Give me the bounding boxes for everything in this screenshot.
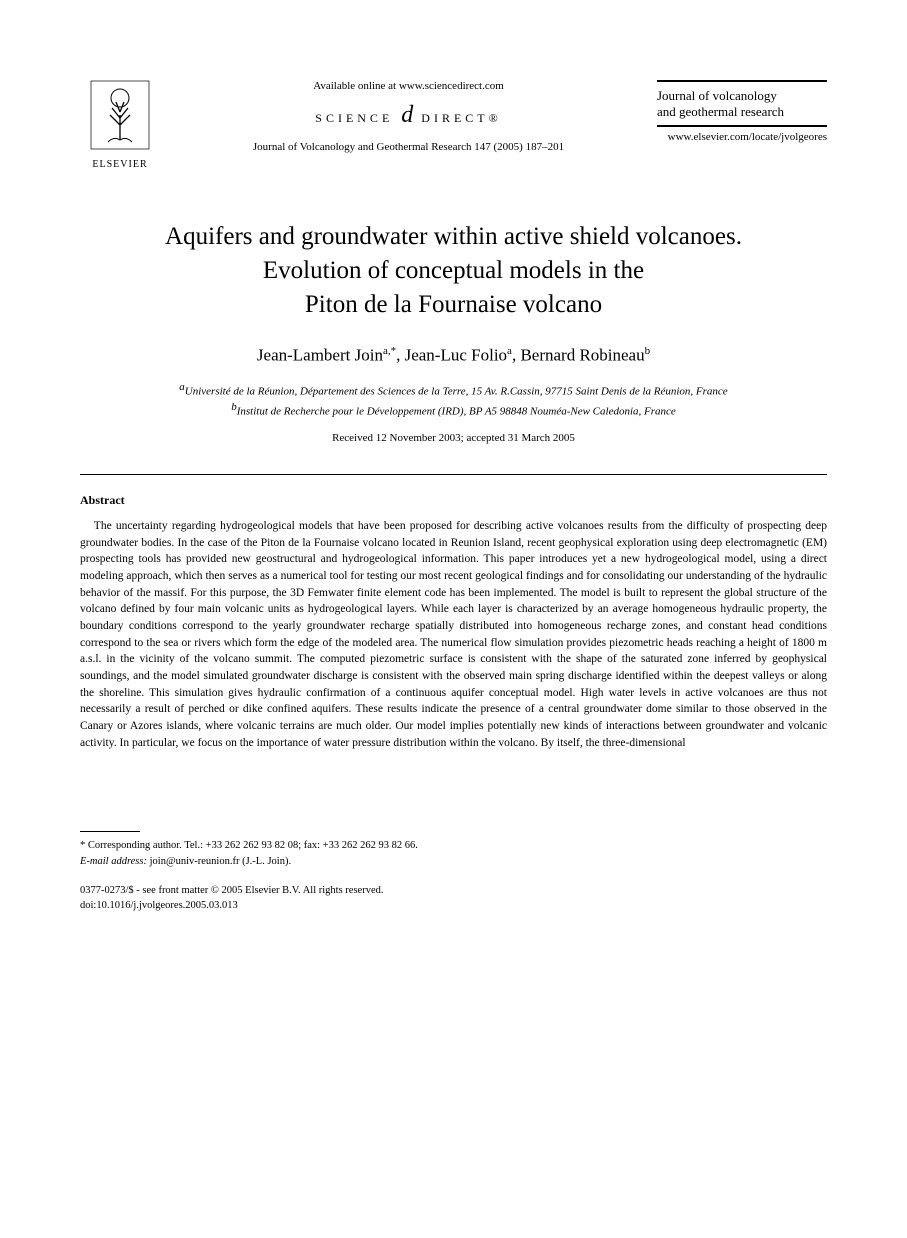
author-2: Jean-Luc Folio bbox=[405, 346, 507, 365]
sd-left: SCIENCE bbox=[315, 111, 393, 125]
journal-title-block: Journal of volcanology and geothermal re… bbox=[657, 80, 827, 127]
affil-b: Institut de Recherche pour le Développem… bbox=[237, 406, 676, 418]
publisher-label: ELSEVIER bbox=[80, 159, 160, 170]
title-line1: Aquifers and groundwater within active s… bbox=[165, 223, 742, 250]
header-row: ELSEVIER Available online at www.science… bbox=[80, 80, 827, 170]
issn-line: 0377-0273/$ - see front matter © 2005 El… bbox=[80, 884, 827, 899]
journal-title-column: Journal of volcanology and geothermal re… bbox=[657, 80, 827, 143]
received-dates: Received 12 November 2003; accepted 31 M… bbox=[80, 432, 827, 444]
author-3: Bernard Robineau bbox=[520, 346, 644, 365]
author-3-sup: b bbox=[645, 345, 651, 357]
article-title: Aquifers and groundwater within active s… bbox=[80, 220, 827, 321]
email-value: join@univ-reunion.fr (J.-L. Join). bbox=[150, 856, 291, 867]
sd-right: DIRECT® bbox=[421, 111, 501, 125]
sciencedirect-logo: SCIENCE d DIRECT® bbox=[180, 102, 637, 129]
publisher-block: ELSEVIER bbox=[80, 80, 160, 170]
corr-email-line: E-mail address: join@univ-reunion.fr (J.… bbox=[80, 854, 827, 870]
corr-contact: * Corresponding author. Tel.: +33 262 26… bbox=[80, 838, 827, 854]
article-page: ELSEVIER Available online at www.science… bbox=[0, 0, 907, 953]
bottom-meta: 0377-0273/$ - see front matter © 2005 El… bbox=[80, 884, 827, 913]
journal-reference: Journal of Volcanology and Geothermal Re… bbox=[180, 141, 637, 153]
author-1-sup: a,* bbox=[383, 345, 396, 357]
locate-url: www.elsevier.com/locate/jvolgeores bbox=[657, 131, 827, 143]
email-label: E-mail address: bbox=[80, 856, 147, 867]
abstract-heading: Abstract bbox=[80, 493, 827, 508]
affil-a: Université de la Réunion, Département de… bbox=[185, 386, 728, 398]
affiliations: aUniversité de la Réunion, Département d… bbox=[80, 380, 827, 420]
available-online-text: Available online at www.sciencedirect.co… bbox=[180, 80, 637, 92]
center-header: Available online at www.sciencedirect.co… bbox=[160, 80, 657, 153]
sd-at-icon: d bbox=[397, 102, 417, 128]
doi-line: doi:10.1016/j.jvolgeores.2005.03.013 bbox=[80, 899, 827, 914]
title-line3: Piton de la Fournaise volcano bbox=[305, 291, 602, 318]
footnote-divider bbox=[80, 831, 140, 832]
corresponding-author: * Corresponding author. Tel.: +33 262 26… bbox=[80, 838, 827, 870]
section-divider bbox=[80, 474, 827, 475]
author-1: Jean-Lambert Join bbox=[257, 346, 383, 365]
author-2-sup: a bbox=[507, 345, 512, 357]
journal-title-line1: Journal of volcanology bbox=[657, 88, 827, 104]
journal-title-line2: and geothermal research bbox=[657, 104, 827, 120]
authors-line: Jean-Lambert Joina,*, Jean-Luc Folioa, B… bbox=[80, 345, 827, 366]
title-line2: Evolution of conceptual models in the bbox=[263, 257, 644, 284]
abstract-body: The uncertainty regarding hydrogeologica… bbox=[80, 518, 827, 751]
elsevier-tree-icon bbox=[90, 80, 150, 150]
